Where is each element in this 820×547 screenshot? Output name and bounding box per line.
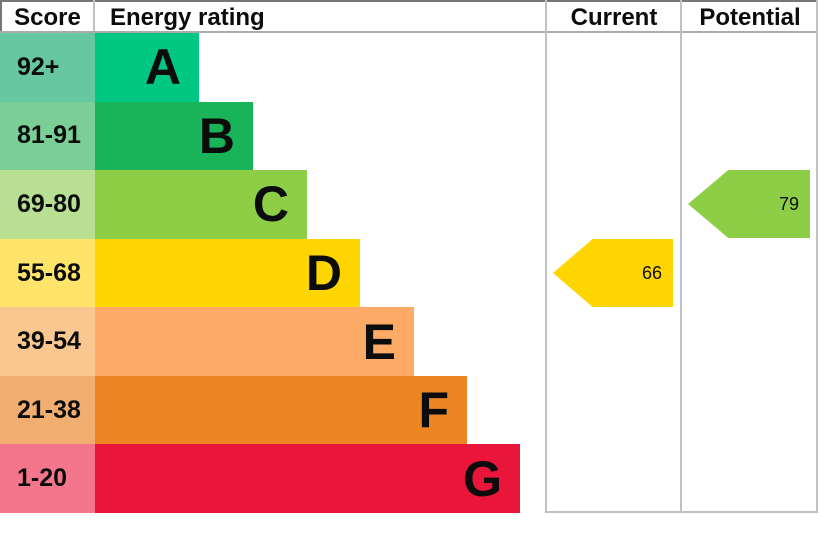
potential-column-divider <box>680 0 682 513</box>
column-header-potential: Potential <box>699 3 801 31</box>
band-score-range: 21-38 <box>0 375 95 445</box>
potential-rating-value: 79 <box>778 194 799 214</box>
column-header-score: Score <box>14 3 81 31</box>
current-rating-value: 66 <box>641 263 662 283</box>
band-bar-a: A <box>95 33 199 102</box>
band-score-range: 55-68 <box>0 238 95 308</box>
band-row-b: 81-91 B <box>0 101 546 171</box>
potential-rating-arrow: 79 <box>688 170 810 238</box>
band-row-c: 69-80 C <box>0 170 546 239</box>
header-row: Score Energy rating Current Potential <box>0 0 818 33</box>
band-row-a: 92+ A <box>0 33 546 102</box>
current-rating-arrow: 66 <box>553 239 673 307</box>
band-rows: 92+ A 81-91 B 69-80 C 55-68 D 39-54 E 21… <box>0 33 546 514</box>
header-left-border <box>0 0 2 33</box>
score-column-divider <box>93 0 95 33</box>
column-header-current: Current <box>570 3 658 31</box>
columns-bottom-border <box>545 511 818 513</box>
right-border <box>816 0 818 513</box>
header-bottom-border <box>0 31 818 33</box>
band-row-g: 1-20 G <box>0 444 546 514</box>
band-bar-d: D <box>95 238 360 308</box>
band-score-range: 69-80 <box>0 170 95 239</box>
band-row-e: 39-54 E <box>0 307 546 376</box>
epc-rating-chart: Score Energy rating Current Potential 92… <box>0 0 818 514</box>
band-score-range: 39-54 <box>0 307 95 376</box>
band-score-range: 92+ <box>0 33 95 102</box>
band-bar-e: E <box>95 307 414 376</box>
column-header-energy-rating: Energy rating <box>110 3 265 31</box>
band-row-d: 55-68 D <box>0 238 546 308</box>
band-score-range: 81-91 <box>0 101 95 171</box>
band-score-range: 1-20 <box>0 444 95 514</box>
band-bar-g: G <box>95 444 520 514</box>
band-row-f: 21-38 F <box>0 375 546 445</box>
band-bar-f: F <box>95 375 467 445</box>
current-column-divider <box>545 0 547 513</box>
band-bar-b: B <box>95 101 253 171</box>
band-bar-c: C <box>95 170 307 239</box>
